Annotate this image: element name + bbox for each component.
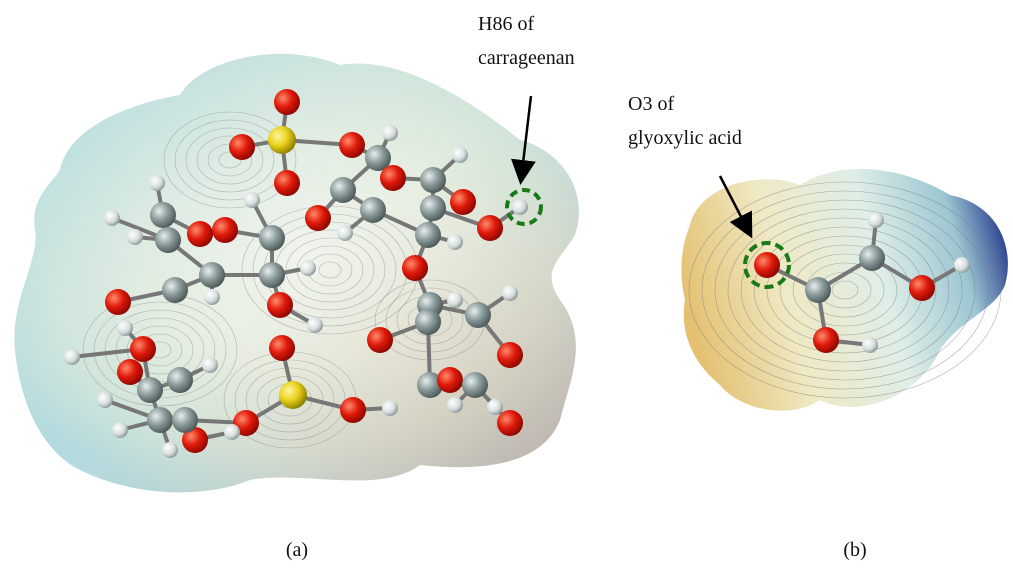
atom (274, 170, 300, 196)
atom (447, 397, 463, 413)
atom (367, 327, 393, 353)
atom (512, 199, 528, 215)
atom (487, 399, 503, 415)
atom (954, 257, 970, 273)
atom (382, 125, 398, 141)
atom (127, 229, 143, 245)
atom (452, 147, 468, 163)
atom (754, 252, 780, 278)
atom (447, 234, 463, 250)
atom (868, 212, 884, 228)
atom (224, 424, 240, 440)
atom (172, 407, 198, 433)
atom (112, 422, 128, 438)
atom (497, 410, 523, 436)
figure: H86 of carrageenan (a) O3 of glyoxylic a… (0, 0, 1013, 567)
atom (465, 302, 491, 328)
atom (162, 277, 188, 303)
potential-surface (681, 169, 1008, 411)
atom (447, 292, 463, 308)
atom (307, 317, 323, 333)
panel-label: (a) (286, 539, 308, 561)
atom (212, 217, 238, 243)
panel-a: H86 of carrageenan (a) (14, 13, 578, 561)
potential-shading (14, 54, 578, 493)
atom (162, 442, 178, 458)
atom (420, 195, 446, 221)
atom (147, 407, 173, 433)
callout-text: carrageenan (478, 47, 575, 69)
atom (330, 177, 356, 203)
atom (813, 327, 839, 353)
atom (497, 342, 523, 368)
atom (382, 400, 398, 416)
atom (150, 202, 176, 228)
atom (117, 320, 133, 336)
atom (402, 255, 428, 281)
atom (259, 225, 285, 251)
atom (859, 245, 885, 271)
atom (199, 262, 225, 288)
atom (415, 222, 441, 248)
panel-b: O3 of glyoxylic acid (b) (628, 93, 1008, 561)
atom (187, 221, 213, 247)
atom (229, 134, 255, 160)
atom (462, 372, 488, 398)
atom (300, 260, 316, 276)
atom (415, 309, 441, 335)
atom (909, 275, 935, 301)
atom (137, 377, 163, 403)
atom (269, 335, 295, 361)
atom (862, 337, 878, 353)
atom (204, 289, 220, 305)
atom (502, 285, 518, 301)
atom (360, 197, 386, 223)
atom (437, 367, 463, 393)
atom (305, 205, 331, 231)
atom (105, 289, 131, 315)
atom (97, 392, 113, 408)
atom (130, 336, 156, 362)
atom (274, 89, 300, 115)
atom (337, 225, 353, 241)
atom (155, 227, 181, 253)
atom (340, 397, 366, 423)
atom (267, 292, 293, 318)
atom (259, 262, 285, 288)
atom (380, 165, 406, 191)
callout-text: O3 of (628, 93, 674, 115)
atom (420, 167, 446, 193)
atom (339, 132, 365, 158)
atom (167, 367, 193, 393)
panel-label: (b) (843, 539, 866, 561)
atom (64, 349, 80, 365)
atom (149, 175, 165, 191)
callout-text: glyoxylic acid (628, 127, 742, 149)
atom (244, 192, 260, 208)
atom (279, 381, 307, 409)
callout-text: H86 of (478, 13, 534, 35)
atom (104, 210, 120, 226)
atom (450, 189, 476, 215)
atom (477, 215, 503, 241)
atom (268, 126, 296, 154)
atom (805, 277, 831, 303)
atom (117, 359, 143, 385)
atom (202, 357, 218, 373)
